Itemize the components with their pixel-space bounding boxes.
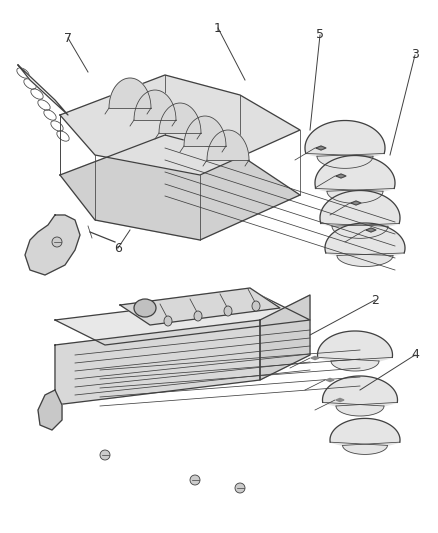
- Text: 7: 7: [64, 31, 72, 44]
- Text: 2: 2: [371, 294, 379, 306]
- Polygon shape: [315, 156, 395, 203]
- Polygon shape: [25, 215, 80, 275]
- Polygon shape: [320, 190, 400, 238]
- Ellipse shape: [252, 301, 260, 311]
- Polygon shape: [55, 320, 260, 405]
- Text: 6: 6: [114, 241, 122, 254]
- Polygon shape: [351, 201, 361, 205]
- Circle shape: [235, 483, 245, 493]
- Ellipse shape: [134, 299, 156, 317]
- Text: 4: 4: [411, 349, 419, 361]
- Polygon shape: [159, 103, 201, 133]
- Polygon shape: [109, 78, 151, 108]
- Polygon shape: [134, 90, 176, 120]
- Ellipse shape: [164, 316, 172, 326]
- Ellipse shape: [194, 311, 202, 321]
- Ellipse shape: [224, 306, 232, 316]
- Polygon shape: [311, 357, 319, 360]
- Polygon shape: [326, 378, 334, 382]
- Polygon shape: [366, 228, 376, 232]
- Text: 3: 3: [411, 49, 419, 61]
- Ellipse shape: [40, 246, 60, 270]
- Circle shape: [190, 475, 200, 485]
- Polygon shape: [305, 120, 385, 168]
- Polygon shape: [322, 376, 397, 416]
- Polygon shape: [18, 65, 68, 115]
- Polygon shape: [316, 146, 326, 150]
- Polygon shape: [38, 390, 62, 430]
- Polygon shape: [120, 288, 280, 325]
- Text: 1: 1: [214, 21, 222, 35]
- Circle shape: [52, 237, 62, 247]
- Polygon shape: [325, 223, 405, 266]
- Polygon shape: [330, 418, 400, 455]
- Polygon shape: [318, 331, 392, 371]
- Polygon shape: [207, 130, 249, 160]
- Polygon shape: [60, 75, 300, 175]
- Polygon shape: [260, 295, 310, 380]
- Polygon shape: [336, 174, 346, 178]
- Polygon shape: [184, 116, 226, 146]
- Polygon shape: [55, 295, 310, 345]
- Polygon shape: [60, 135, 300, 240]
- Polygon shape: [336, 398, 344, 401]
- Circle shape: [100, 450, 110, 460]
- Text: 5: 5: [316, 28, 324, 42]
